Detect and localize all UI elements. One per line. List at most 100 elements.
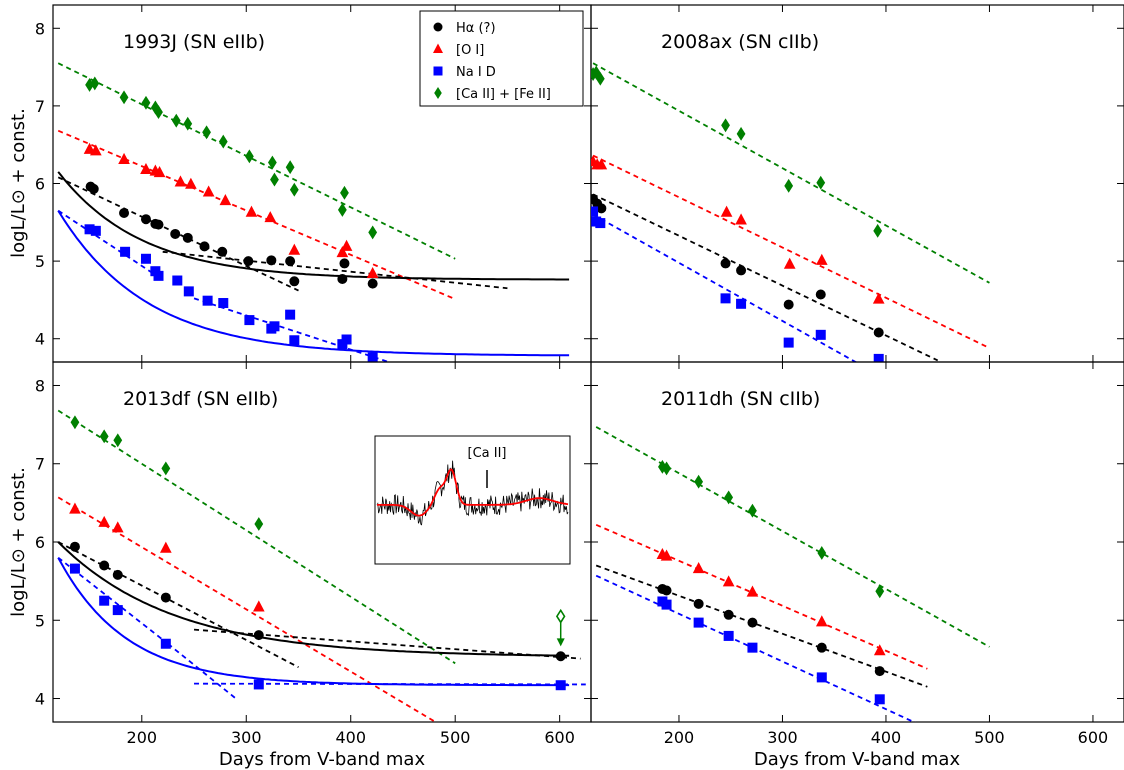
nai-point: [815, 329, 826, 340]
nai-model-curve: [57, 557, 570, 687]
oi-point: [746, 585, 759, 597]
nai-point: [253, 679, 264, 690]
y-tick-label: 6: [35, 175, 45, 194]
plot-region: [595, 426, 990, 722]
caii-point: [340, 185, 349, 200]
nai-point: [69, 563, 80, 574]
panel-frame: [590, 361, 1124, 723]
oi-point: [118, 152, 130, 164]
caii-point: [875, 584, 885, 599]
plot-region: [591, 62, 990, 362]
caii-dashed-fit: [57, 62, 456, 260]
caii-point: [245, 149, 254, 164]
oi-point: [288, 243, 301, 255]
halpha-dashed-fit: [57, 541, 299, 669]
nai-point: [747, 642, 758, 653]
caii-point: [694, 474, 704, 489]
nai-point: [112, 605, 123, 616]
x-tick-label: 300: [767, 728, 798, 747]
caii-dashed-fit: [595, 426, 990, 648]
inset-label: [Ca II]: [468, 446, 507, 461]
halpha-point: [243, 256, 254, 267]
caii-point: [724, 490, 734, 505]
oi-point: [660, 549, 673, 561]
nai-point: [736, 298, 747, 309]
nai-point: [90, 225, 101, 236]
panel-title: 2011dh (SN cIIb): [661, 388, 820, 410]
nai-dashed-fit: [167, 643, 237, 700]
caii-point: [721, 118, 730, 133]
nai-point: [202, 295, 213, 306]
oi-point: [83, 142, 96, 154]
oi-point: [340, 239, 353, 251]
oi-point: [264, 211, 277, 223]
halpha-point: [285, 256, 296, 267]
halpha-point: [723, 609, 734, 620]
x-tick-label: 600: [544, 728, 575, 747]
halpha-point: [367, 278, 378, 289]
nai-point: [555, 680, 566, 691]
nai-dashed-fit: [57, 209, 164, 281]
oi-point: [252, 600, 265, 612]
oi-point: [153, 166, 166, 178]
inset-spectrum-smoothed: [377, 468, 569, 517]
legend-marker-caii: [434, 87, 442, 99]
halpha-point: [69, 541, 80, 552]
caii-point: [736, 126, 746, 141]
halpha-point: [88, 183, 99, 194]
nai-point: [99, 595, 110, 606]
panel-title: 2013df (SN eIIb): [123, 388, 278, 410]
halpha-point: [289, 276, 300, 287]
caii-point: [113, 433, 123, 448]
oi-point: [735, 213, 747, 225]
oi-point: [595, 158, 608, 170]
halpha-point: [99, 560, 110, 571]
oi-point: [140, 162, 152, 175]
halpha-point: [170, 228, 181, 239]
legend-label-halpha: Hα (?): [456, 21, 496, 36]
nai-point: [367, 352, 378, 362]
caii-point: [99, 429, 109, 444]
halpha-point: [153, 219, 164, 230]
y-tick-label: 8: [35, 376, 45, 395]
oi-point: [722, 575, 735, 587]
nai-point: [160, 638, 171, 649]
caii-point: [267, 155, 277, 170]
nai-point: [285, 309, 296, 320]
x-axis-label-right: Days from V-band max: [754, 749, 961, 770]
caii-point: [337, 202, 347, 217]
oi-point: [720, 205, 733, 217]
oi-dashed-fit: [57, 129, 456, 300]
halpha-point: [199, 241, 210, 252]
halpha-point: [873, 327, 884, 338]
oi-point: [815, 253, 828, 265]
panel-title: 1993J (SN eIIb): [123, 31, 265, 53]
nai-model-curve: [57, 210, 570, 357]
y-tick-label: 4: [35, 330, 45, 349]
nai-point: [244, 315, 255, 326]
oi-point: [783, 257, 796, 269]
halpha-point: [337, 273, 348, 284]
nai-point: [591, 206, 599, 217]
y-tick-label: 5: [35, 252, 45, 271]
halpha-point: [253, 630, 264, 641]
panel-sn2008ax: 2008ax (SN cIIb): [590, 4, 1124, 363]
nai-point: [723, 630, 734, 641]
y-tick-label: 6: [35, 533, 45, 552]
caii-point: [662, 461, 671, 476]
oi-point: [815, 615, 828, 627]
halpha-point: [736, 265, 747, 276]
nai-point: [120, 246, 131, 257]
panel-sn2011dh: 200 300 400 500 600 2011dh (SN cIIb): [590, 361, 1124, 747]
caii-point: [289, 182, 299, 197]
caii-point: [873, 223, 883, 238]
x-tick-label: 400: [335, 728, 366, 747]
nai-point: [661, 599, 672, 610]
caii-point: [202, 125, 211, 140]
nai-point: [140, 253, 151, 264]
panel-sn2013df: 200 300 400 500 600 4 5 6 7 8 2013df (SN eIIb) [Ca …: [35, 361, 592, 747]
oi-point: [174, 175, 187, 187]
halpha-point: [693, 598, 704, 609]
y-axis-label-top: logL/L⊙ + const.: [8, 108, 29, 258]
legend-marker-oi: [433, 43, 443, 53]
